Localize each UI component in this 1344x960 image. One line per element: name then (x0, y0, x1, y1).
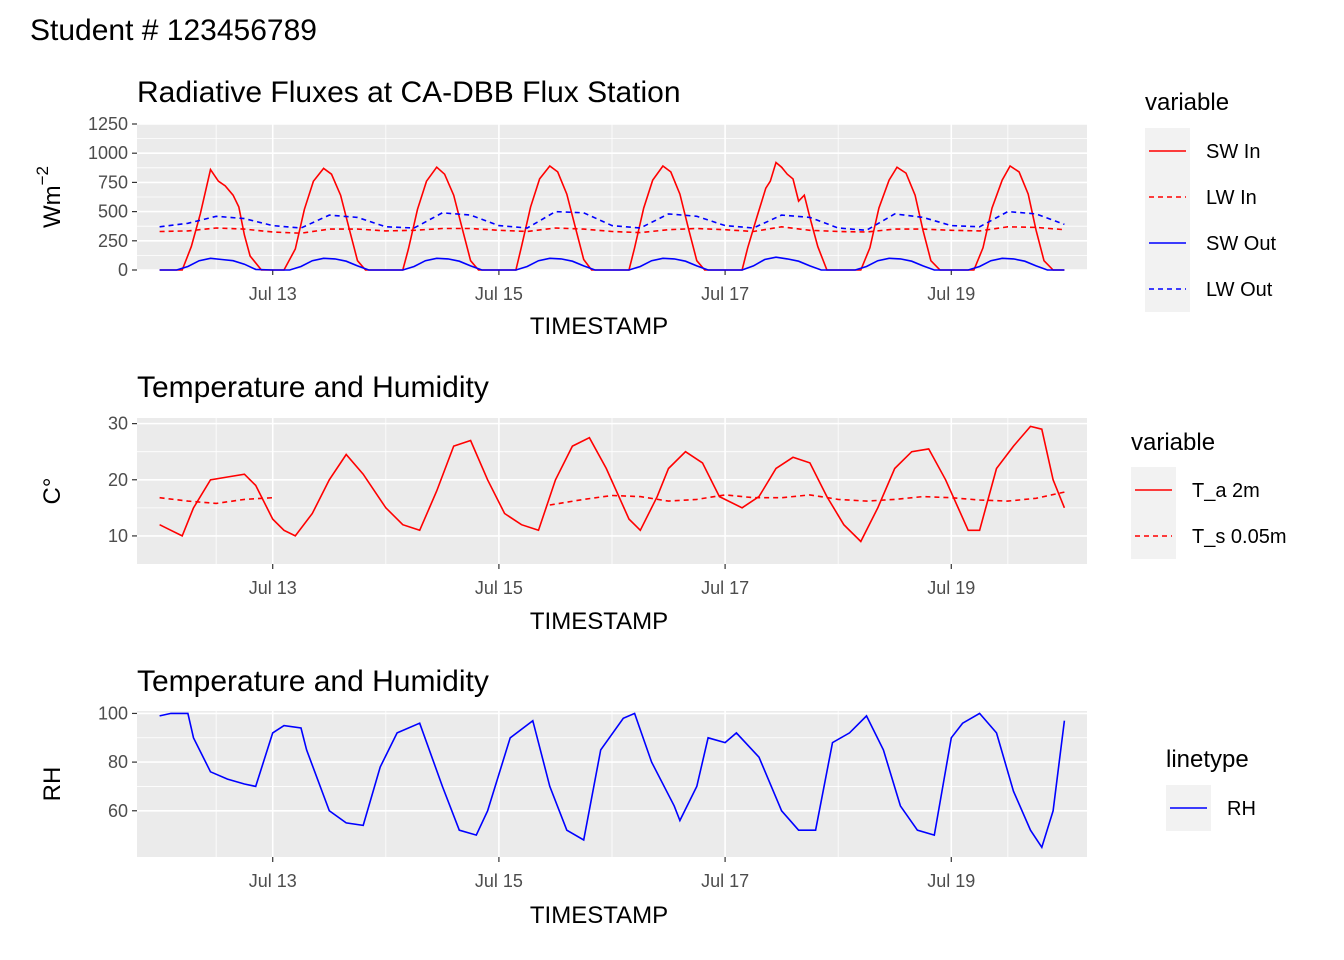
y-axis-label: RH (39, 767, 66, 802)
chart-radiative-fluxes: 1250 1000 750 500 250 0 Jul 13 Jul 15 Jul 17 Jul … (33, 76, 1276, 340)
legend-title: linetype (1166, 746, 1249, 773)
x-tick-label: Jul 19 (927, 871, 975, 891)
series-line-lw-in (159, 225, 1065, 235)
series-line-t-a-2m (159, 425, 1066, 543)
series-line-lw-out (159, 210, 1065, 232)
chart-title: Temperature and Humidity (137, 371, 489, 404)
y-tick-label: 750 (98, 172, 128, 192)
x-tick-label: Jul 13 (249, 871, 297, 891)
x-tick-label: Jul 15 (475, 871, 523, 891)
y-axis-label: C° (39, 478, 66, 505)
legend-label: SW Out (1206, 233, 1276, 255)
page-heading: Student # 123456789 (30, 14, 317, 47)
x-tick-label: Jul 15 (475, 578, 523, 598)
x-axis-label: TIMESTAMP (530, 902, 668, 929)
y-tick-label: 10 (108, 526, 128, 546)
x-tick-label: Jul 17 (701, 578, 749, 598)
y-axis-label-text: RH (39, 767, 66, 802)
x-axis-label: TIMESTAMP (530, 608, 668, 635)
y-tick-label: 30 (108, 414, 128, 434)
x-tick-label: Jul 19 (927, 578, 975, 598)
x-tick-label: Jul 13 (249, 284, 297, 304)
legend: variable SW In LW In SW Out LW Out (1145, 89, 1276, 312)
y-tick-label: 250 (98, 231, 128, 251)
x-tick-label: Jul 17 (701, 284, 749, 304)
legend-key-background (1131, 467, 1176, 559)
y-axis-label-text: Wm (39, 185, 66, 228)
y-axis-label: Wm−2 (33, 166, 66, 228)
legend-title: variable (1131, 429, 1215, 456)
chart-title: Temperature and Humidity (137, 665, 489, 698)
x-tick-label: Jul 19 (927, 284, 975, 304)
x-tick-label: Jul 15 (475, 284, 523, 304)
legend-key-background (1145, 128, 1190, 312)
chart-humidity: 100 80 60 Jul 13 Jul 15 Jul 17 Jul 19 Temperatu… (39, 665, 1256, 929)
legend-label: T_a 2m (1192, 480, 1260, 502)
legend-label: T_s 0.05m (1192, 526, 1286, 548)
y-axis-label-text: C° (39, 478, 66, 505)
x-tick-label: Jul 17 (701, 871, 749, 891)
legend-title: variable (1145, 89, 1229, 116)
series-line-rh (159, 712, 1066, 850)
y-tick-label: 80 (108, 752, 128, 772)
y-tick-label: 60 (108, 801, 128, 821)
y-tick-label: 1250 (88, 114, 128, 134)
legend-label: RH (1227, 798, 1256, 820)
y-tick-label: 500 (98, 202, 128, 222)
series-line-sw-out (159, 256, 1065, 271)
y-tick-label: 1000 (88, 143, 128, 163)
x-tick-label: Jul 13 (249, 578, 297, 598)
series-line-t-s-0-05m (159, 491, 1065, 506)
legend-label: LW Out (1206, 279, 1273, 301)
y-axis-label-superscript: −2 (33, 166, 52, 185)
y-tick-label: 20 (108, 470, 128, 490)
chart-title: Radiative Fluxes at CA-DBB Flux Station (137, 76, 681, 109)
legend-label: SW In (1206, 141, 1260, 163)
y-tick-label: 100 (98, 703, 128, 723)
legend-label: LW In (1206, 187, 1257, 209)
legend: linetype RH (1166, 746, 1256, 831)
chart-temperature: 30 20 10 Jul 13 Jul 15 Jul 17 Jul 19 Temperatur… (39, 371, 1286, 635)
y-tick-label: 0 (118, 260, 128, 280)
legend: variable T_a 2m T_s 0.05m (1131, 429, 1286, 559)
x-axis-label: TIMESTAMP (530, 313, 668, 340)
